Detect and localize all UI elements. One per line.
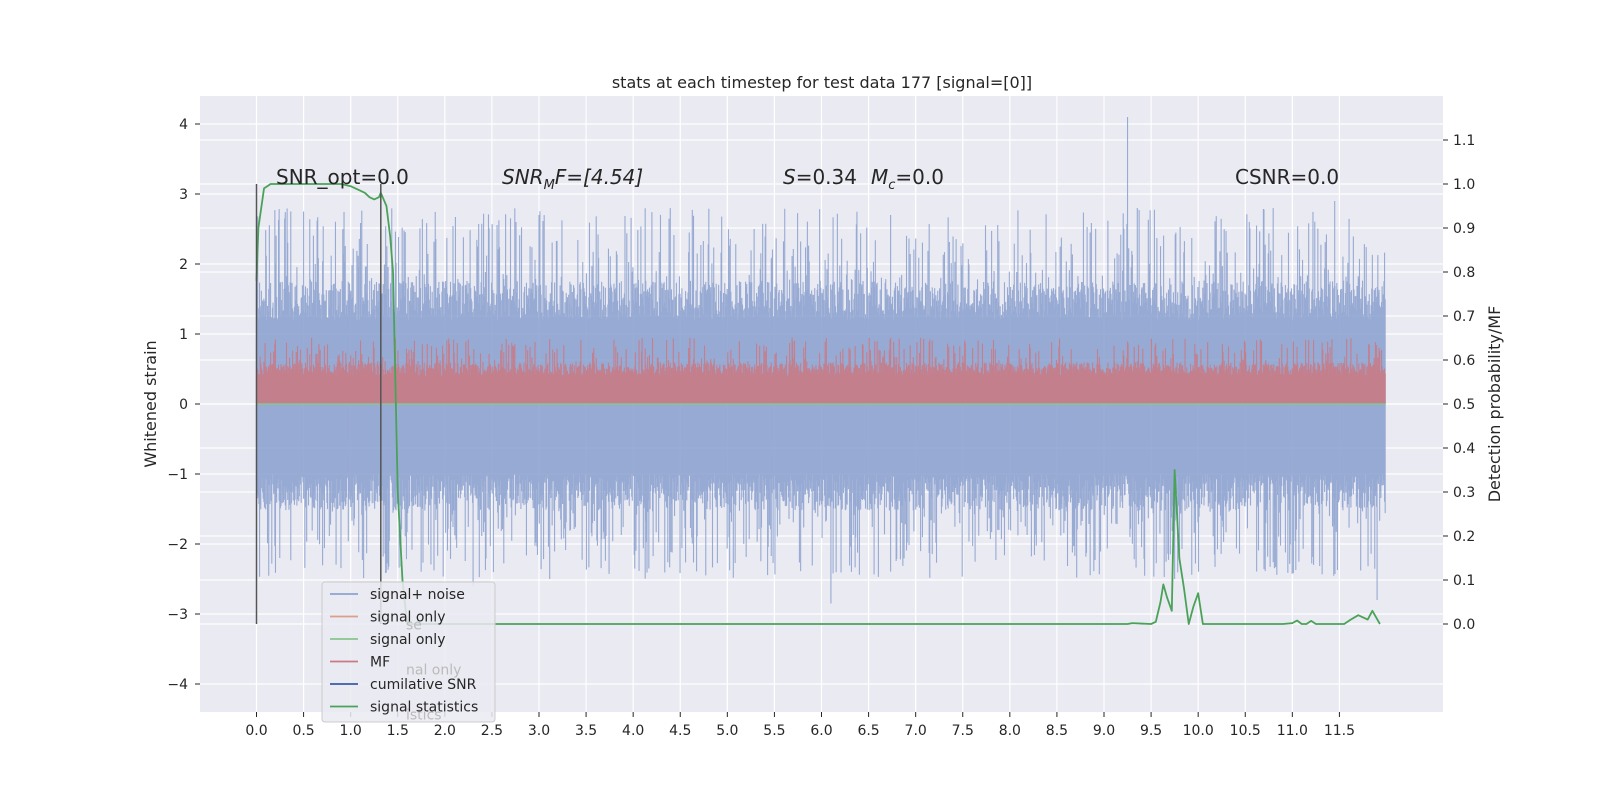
- legend-label: signal+ noise: [370, 587, 465, 603]
- y-tick-label-left: −2: [167, 537, 188, 553]
- y-tick-label-left: −1: [167, 467, 188, 483]
- y-tick-label-right: 0.7: [1453, 309, 1475, 325]
- chart-title: stats at each timestep for test data 177…: [612, 73, 1032, 92]
- x-tick-label: 4.5: [669, 723, 691, 739]
- y-tick-label-right: 0.4: [1453, 441, 1475, 457]
- x-tick-label: 11.5: [1324, 723, 1355, 739]
- y-tick-label-right: 0.3: [1453, 485, 1475, 501]
- legend-ghost-text: se: [406, 618, 422, 634]
- x-tick-label: 9.5: [1140, 723, 1162, 739]
- y-tick-label-right: 0.9: [1453, 221, 1475, 237]
- annotation-snr-mf: SNRMF=[4.54]: [502, 165, 643, 193]
- x-tick-label: 5.0: [716, 723, 738, 739]
- x-tick-label: 6.5: [857, 723, 879, 739]
- x-tick-label: 6.0: [810, 723, 832, 739]
- y-axis-label-left: Whitened strain: [141, 340, 160, 467]
- y-axis-left: 4 3 2 1 0 −1 −2 −3 −4: [167, 117, 200, 693]
- legend-label: cumilative SNR: [370, 677, 477, 693]
- x-tick-label: 2.5: [481, 723, 503, 739]
- legend-label: signal statistics: [370, 700, 478, 716]
- x-tick-label: 0.5: [292, 723, 314, 739]
- legend-label: signal only: [370, 632, 445, 648]
- x-tick-label: 5.5: [763, 723, 785, 739]
- legend-label: MF: [370, 655, 390, 671]
- y-axis-right: 1.1 1.0 0.9 0.8 0.7 0.6 0.5 0.4 0.3 0.2 0.1 0.0: [1443, 133, 1475, 633]
- annotation-snr-opt: SNR_opt=0.0: [276, 165, 409, 189]
- x-tick-label: 3.5: [575, 723, 597, 739]
- annotation-s-mc: S=0.34 Mc=0.0: [783, 165, 944, 193]
- y-tick-label-right: 0.0: [1453, 617, 1475, 633]
- x-tick-label: 8.0: [999, 723, 1021, 739]
- x-tick-label: 11.0: [1277, 723, 1308, 739]
- x-tick-label: 2.0: [434, 723, 456, 739]
- y-tick-label-left: 4: [179, 117, 188, 133]
- y-tick-label-right: 1.1: [1453, 133, 1475, 149]
- x-tick-label: 10.0: [1183, 723, 1214, 739]
- vertical-markers: [255, 184, 382, 624]
- x-tick-label: 1.0: [340, 723, 362, 739]
- y-tick-label-right: 0.2: [1453, 529, 1475, 545]
- x-tick-label: 1.5: [387, 723, 409, 739]
- y-tick-label-right: 0.5: [1453, 397, 1475, 413]
- y-axis-label-right: Detection probability/MF: [1485, 306, 1504, 503]
- y-tick-label-left: 2: [179, 257, 188, 273]
- legend-frame: [321, 581, 496, 723]
- x-tick-label: 9.0: [1093, 723, 1115, 739]
- x-tick-label: 0.0: [245, 723, 267, 739]
- x-tick-label: 4.0: [622, 723, 644, 739]
- y-tick-label-right: 0.1: [1453, 573, 1475, 589]
- legend-ghost-text: istics: [406, 708, 442, 724]
- y-tick-label-right: 0.6: [1453, 353, 1475, 369]
- y-tick-label-right: 1.0: [1453, 177, 1475, 193]
- y-tick-label-right: 0.8: [1453, 265, 1475, 281]
- x-tick-label: 8.5: [1046, 723, 1068, 739]
- legend-label: signal only: [370, 610, 445, 626]
- y-tick-label-left: 1: [179, 327, 188, 343]
- x-tick-label: 7.0: [905, 723, 927, 739]
- y-tick-label-left: −3: [167, 607, 188, 623]
- series-area: [255, 117, 1386, 625]
- y-tick-label-left: 0: [179, 397, 188, 413]
- y-tick-label-left: −4: [167, 677, 188, 693]
- y-tick-label-left: 3: [179, 187, 188, 203]
- legend-ghost-text: nal only: [406, 663, 461, 679]
- x-axis: 0.0 0.5 1.0 1.5 2.0 2.5 3.0 3.5 4.0 4.5 5.0 5.5 6.0 6…: [245, 712, 1355, 739]
- x-tick-label: 3.0: [528, 723, 550, 739]
- annotation-csnr: CSNR=0.0: [1235, 165, 1339, 189]
- x-tick-label: 7.5: [952, 723, 974, 739]
- series-signal-statistics: [255, 183, 1381, 625]
- x-tick-label: 10.5: [1230, 723, 1261, 739]
